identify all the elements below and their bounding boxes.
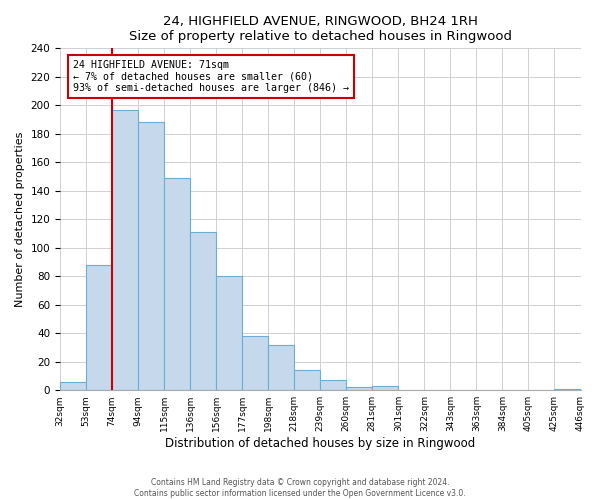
Bar (320, 380, 346, 390)
Bar (190, 232, 216, 390)
Bar (138, 122, 164, 390)
Bar (60, 382, 86, 390)
Text: Contains HM Land Registry data © Crown copyright and database right 2024.
Contai: Contains HM Land Registry data © Crown c… (134, 478, 466, 498)
Bar (86, 265, 112, 390)
X-axis label: Distribution of detached houses by size in Ringwood: Distribution of detached houses by size … (165, 437, 475, 450)
Text: 24 HIGHFIELD AVENUE: 71sqm
← 7% of detached houses are smaller (60)
93% of semi-: 24 HIGHFIELD AVENUE: 71sqm ← 7% of detac… (73, 60, 349, 93)
Y-axis label: Number of detached properties: Number of detached properties (15, 132, 25, 307)
Bar (216, 276, 242, 390)
Bar (294, 370, 320, 390)
Bar (164, 178, 190, 390)
Bar (346, 388, 373, 390)
Title: 24, HIGHFIELD AVENUE, RINGWOOD, BH24 1RH
Size of property relative to detached h: 24, HIGHFIELD AVENUE, RINGWOOD, BH24 1RH… (129, 15, 512, 43)
Bar (112, 110, 138, 390)
Bar (554, 389, 581, 390)
Bar (242, 336, 268, 390)
Bar (373, 386, 398, 390)
Bar (268, 344, 294, 390)
